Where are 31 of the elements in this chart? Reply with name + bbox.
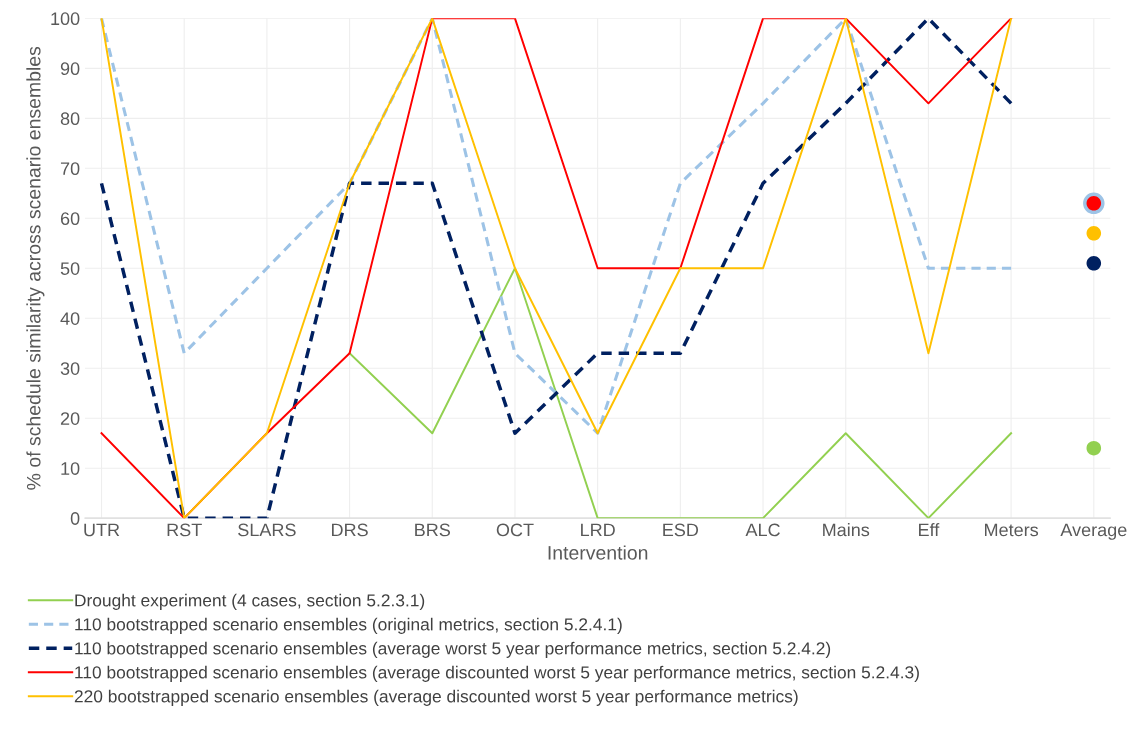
legend-label: 110 bootstrapped scenario ensembles (average discounted worst 5 year performance metrics, section 5.2.4.3) (75, 665, 919, 682)
x-tick-label: Eff (919, 523, 940, 537)
legend-label: Drought experiment (4 cases, section 5.2.3.1) (75, 593, 425, 610)
x-tick-label: DRS (332, 523, 368, 537)
y-tick-label: 20 (60, 412, 80, 425)
y-tick-label: 70 (60, 162, 80, 176)
y-tick-label: 10 (61, 462, 80, 475)
y-tick-label: 30 (60, 362, 80, 375)
legend-label: 110 bootstrapped scenario ensembles (original metrics, section 5.2.4.1) (75, 617, 622, 634)
y-axis-title: % of schedule similarity across scenario ensembles (26, 46, 45, 490)
x-tick-label: LRD (581, 523, 615, 537)
x-tick-label: UTR (84, 523, 120, 537)
x-tick-label: Meters (985, 523, 1039, 537)
x-tick-label: Average (1060, 523, 1127, 540)
y-tick-label: 40 (60, 312, 80, 325)
x-axis-title: Intervention (548, 545, 648, 560)
y-tick-label: 90 (60, 62, 80, 76)
y-tick-label: 100 (51, 12, 80, 26)
x-tick-label: RST (167, 523, 202, 537)
x-tick-label: OCT (496, 523, 534, 537)
y-tick-label: 50 (60, 262, 80, 275)
x-tick-label: Mains (823, 523, 870, 537)
y-tick-label: 60 (60, 212, 80, 226)
y-tick-label: 0 (70, 512, 80, 525)
legend-label: 220 bootstrapped scenario ensembles (average discounted worst 5 year performance metrics) (74, 689, 798, 706)
legend-label: 110 bootstrapped scenario ensembles (average worst 5 year performance metrics, section 5.2.4.2) (75, 641, 831, 658)
x-tick-label: ALC (745, 523, 780, 537)
y-tick-label: 80 (60, 112, 80, 126)
x-tick-label: BRS (415, 523, 451, 537)
x-tick-label: ESD (663, 523, 699, 537)
x-tick-label: SLARS (238, 523, 296, 537)
